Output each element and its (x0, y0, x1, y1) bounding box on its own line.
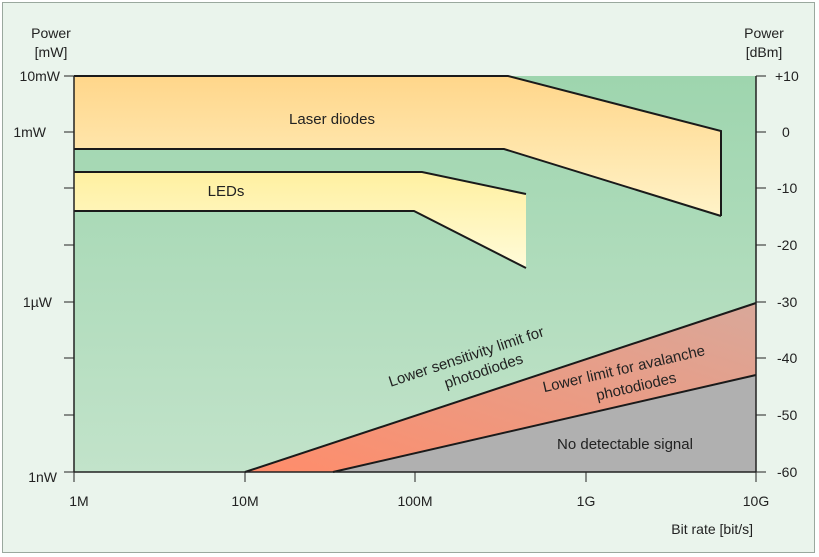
region-laser-diodes (74, 76, 721, 216)
x-tick-label-1g: 1G (577, 493, 596, 509)
right-tick-label-minus10: -10 (777, 180, 797, 196)
right-tick-label-minus20: -20 (777, 237, 797, 253)
x-tick-label-10g: 10G (743, 493, 769, 509)
right-tick-label-minus60: -60 (777, 464, 797, 480)
left-tick-label-10mw: 10mW (20, 68, 61, 84)
laser-upper-boundary (74, 75, 722, 216)
label-no-detectable-signal: No detectable signal (557, 436, 693, 453)
right-tick-label-minus40: -40 (777, 350, 797, 366)
left-ticks (64, 75, 74, 473)
photodiode-limit-line (244, 302, 757, 473)
label-leds: LEDs (208, 183, 245, 200)
left-axis-title-line1: Power (31, 25, 71, 41)
led-lower-boundary (74, 210, 527, 269)
x-axis-title: Bit rate [bit/s] (671, 521, 753, 537)
led-upper-boundary (74, 171, 527, 195)
left-axis-title-line2: [mW] (35, 44, 68, 60)
region-leds (74, 172, 526, 268)
right-tick-label-minus50: -50 (777, 407, 797, 423)
right-tick-label-plus10: +10 (775, 68, 799, 84)
left-tick-label-1nw: 1nW (28, 469, 58, 485)
right-ticks (756, 75, 766, 473)
avalanche-limit-line (332, 374, 757, 473)
laser-lower-boundary (74, 148, 722, 217)
bottom-ticks (73, 472, 757, 482)
right-tick-label-minus30: -30 (777, 294, 797, 310)
x-tick-label-100m: 100M (397, 493, 432, 509)
right-tick-label-0: 0 (782, 124, 790, 140)
right-axis-title-line1: Power (744, 25, 784, 41)
right-axis-title-line2: [dBm] (746, 44, 783, 60)
left-tick-label-1mw: 1mW (13, 124, 46, 140)
x-tick-label-10m: 10M (231, 493, 258, 509)
label-laser-diodes: Laser diodes (289, 111, 375, 128)
x-tick-label-1m: 1M (69, 493, 88, 509)
left-tick-label-1uw: 1µW (23, 294, 53, 310)
